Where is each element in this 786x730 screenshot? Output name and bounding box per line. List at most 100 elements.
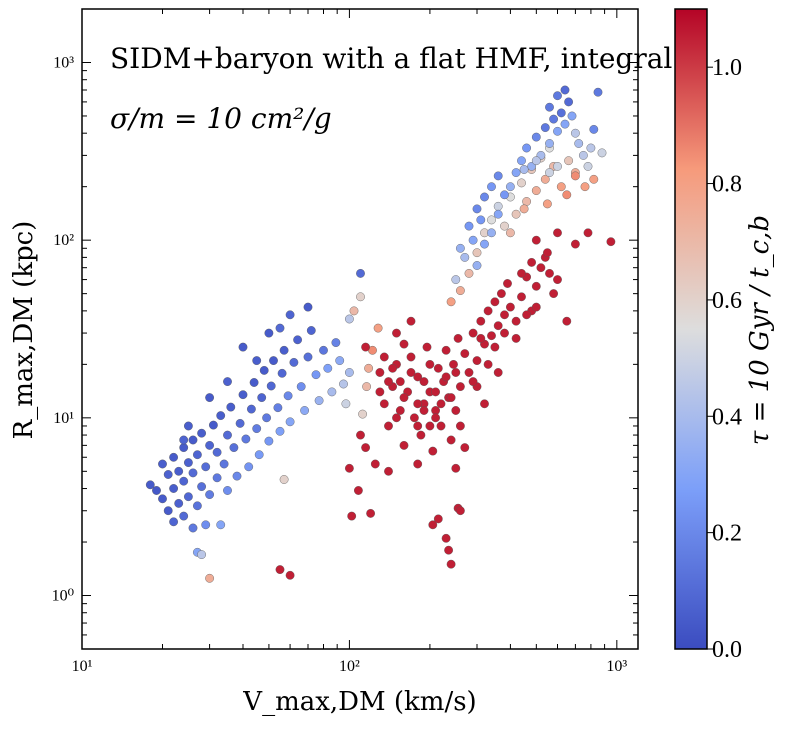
data-point	[531, 156, 541, 166]
data-point	[483, 359, 493, 369]
data-point	[289, 357, 299, 367]
data-point	[500, 310, 509, 320]
data-point	[540, 174, 550, 184]
data-point	[487, 228, 496, 238]
data-point	[480, 399, 489, 409]
data-point	[472, 261, 482, 270]
data-point	[545, 168, 554, 178]
data-point	[339, 379, 348, 389]
data-point	[370, 459, 380, 469]
x-tick-label: 10¹	[72, 658, 93, 675]
data-point	[545, 102, 554, 112]
data-point	[279, 345, 289, 355]
data-point	[522, 310, 531, 320]
data-point	[586, 143, 596, 153]
data-point	[188, 468, 198, 478]
data-point	[335, 356, 345, 365]
data-point	[283, 391, 293, 401]
data-point	[232, 471, 242, 481]
data-point	[388, 363, 397, 373]
data-point	[553, 228, 562, 238]
data-point	[571, 239, 580, 249]
data-point	[285, 570, 295, 580]
y-tick-label: 10⁰	[52, 588, 74, 605]
data-point	[451, 368, 461, 377]
data-point	[275, 565, 285, 574]
data-point	[460, 349, 470, 358]
data-point	[468, 328, 478, 338]
data-point	[216, 411, 226, 420]
colorbar-tick-label: 0.6	[712, 288, 742, 314]
data-point	[431, 413, 440, 423]
x-tick-label: 10³	[606, 658, 627, 675]
data-point	[344, 314, 354, 324]
data-point	[455, 286, 465, 295]
data-point	[262, 413, 271, 423]
data-point	[527, 161, 536, 171]
data-point	[549, 114, 558, 124]
y-tick-label: 10²	[53, 232, 74, 249]
data-point	[531, 302, 541, 312]
data-point	[183, 421, 193, 431]
data-point	[238, 390, 248, 400]
colorbar: 0.0 0.2 0.4 0.6 0.8 1.0 τ = 10 Gyr / t_c,b	[674, 8, 775, 663]
data-point	[395, 406, 405, 415]
data-point	[493, 209, 503, 219]
colorbar-tick-label: 0.8	[712, 172, 742, 198]
data-point	[275, 323, 285, 333]
data-point	[500, 328, 509, 338]
data-point	[493, 171, 503, 181]
data-point	[413, 399, 423, 409]
x-axis-label: V_max,DM (km/s)	[242, 687, 476, 717]
data-point	[593, 87, 603, 97]
data-point	[361, 342, 370, 352]
data-point	[480, 192, 489, 202]
data-point	[399, 440, 409, 450]
data-point	[500, 221, 509, 231]
data-point	[560, 85, 570, 95]
colorbar-gradient	[674, 8, 708, 650]
data-point	[277, 368, 287, 378]
data-point	[468, 235, 478, 245]
data-point	[205, 393, 215, 402]
data-point	[531, 281, 541, 291]
data-point	[579, 150, 588, 160]
data-point	[505, 228, 515, 238]
data-point	[476, 215, 486, 225]
data-point	[205, 440, 215, 450]
data-point	[453, 333, 463, 343]
data-point	[392, 328, 401, 338]
data-point	[319, 345, 328, 355]
x-tick-label: 10²	[339, 658, 360, 675]
data-point	[446, 393, 456, 402]
data-point	[545, 268, 554, 278]
data-point	[409, 413, 419, 423]
data-point	[476, 333, 486, 343]
data-point	[455, 243, 465, 253]
data-point	[249, 378, 259, 387]
scatter-points	[145, 85, 616, 583]
data-point	[500, 190, 509, 200]
data-point	[188, 435, 198, 445]
data-point	[503, 279, 512, 288]
data-point	[564, 156, 573, 166]
data-point	[446, 435, 456, 445]
data-point	[487, 215, 496, 225]
data-point	[366, 509, 375, 518]
data-point	[406, 368, 416, 377]
data-point	[392, 413, 401, 423]
data-point	[197, 482, 207, 491]
colorbar-ticks: 0.0 0.2 0.4 0.6 0.8 1.0	[707, 55, 742, 663]
data-point	[517, 178, 526, 188]
data-point	[197, 428, 207, 438]
data-point	[496, 289, 506, 298]
data-point	[174, 466, 184, 476]
y-tick-label: 10¹	[53, 410, 74, 427]
data-point	[464, 368, 474, 377]
data-point	[364, 363, 373, 373]
data-point	[562, 190, 572, 200]
data-point	[384, 466, 393, 476]
data-point	[531, 235, 541, 245]
data-point	[269, 356, 278, 365]
